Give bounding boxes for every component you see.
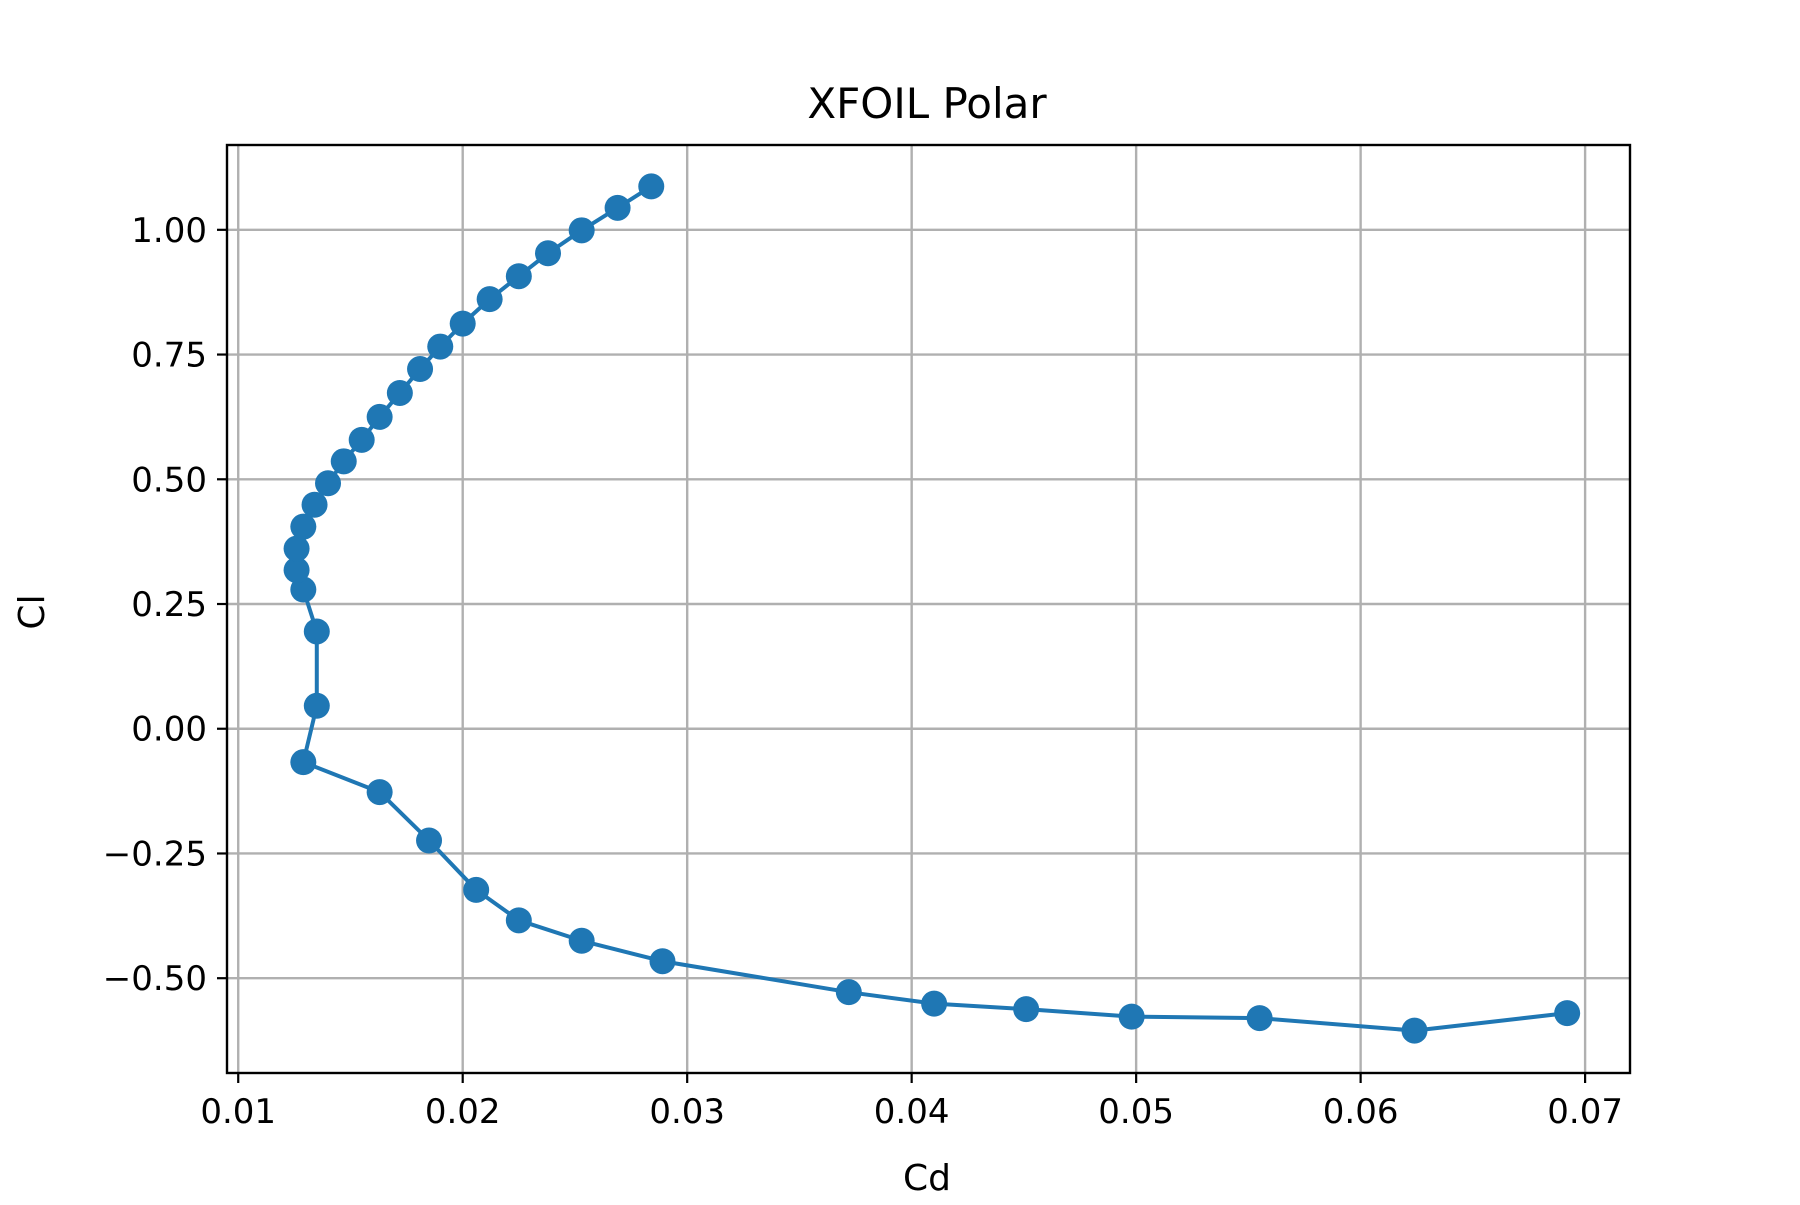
- chart-title: XFOIL Polar: [807, 79, 1047, 128]
- x-tick-label: 0.02: [425, 1092, 501, 1132]
- data-point: [505, 263, 532, 290]
- x-tick-label: 0.07: [1547, 1092, 1623, 1132]
- axes: 0.01 0.02 0.03 0.04 0.05 0.06 0.07 −0.50 −0.25 0.…: [103, 143, 1632, 1132]
- series-line: [294, 184, 1568, 1033]
- data-point: [1246, 1005, 1273, 1032]
- x-tick-label: 0.05: [1098, 1092, 1174, 1132]
- series-layer: [283, 173, 1581, 1044]
- x-tick-label: 0.01: [200, 1092, 276, 1132]
- data-point: [505, 907, 532, 934]
- data-point: [568, 927, 595, 954]
- data-point: [366, 403, 393, 430]
- data-point: [290, 513, 317, 540]
- x-tick-label: 0.06: [1323, 1092, 1399, 1132]
- data-point: [568, 217, 595, 244]
- y-tick-label: 0.75: [131, 336, 207, 376]
- data-point: [301, 491, 328, 518]
- y-tick-label: −0.25: [103, 834, 207, 874]
- data-point: [315, 470, 342, 497]
- data-point: [535, 240, 562, 267]
- data-point: [283, 557, 310, 584]
- data-point: [330, 448, 357, 475]
- data-point: [348, 426, 375, 453]
- data-point: [427, 333, 454, 360]
- y-tick-label: 0.25: [131, 585, 207, 625]
- data-point: [604, 194, 631, 221]
- data-point: [1118, 1003, 1145, 1030]
- y-tick-label: 0.50: [131, 460, 207, 500]
- data-point: [366, 779, 393, 806]
- y-tick-label: 0.00: [131, 710, 207, 750]
- data-point: [1401, 1017, 1428, 1044]
- data-point: [303, 618, 330, 645]
- data-point: [835, 979, 862, 1006]
- data-point: [476, 286, 503, 313]
- data-point: [921, 990, 948, 1017]
- plot-frame: [225, 143, 1632, 1075]
- y-axis-title: Cl: [12, 594, 53, 629]
- data-point: [1013, 996, 1040, 1023]
- data-point: [407, 356, 434, 383]
- data-point: [283, 535, 310, 562]
- data-point: [290, 749, 317, 776]
- x-axis-title: Cd: [903, 1158, 951, 1199]
- data-point: [463, 876, 490, 903]
- data-point: [386, 379, 413, 406]
- x-tick-label: 0.03: [649, 1092, 725, 1132]
- data-point: [449, 310, 476, 337]
- data-point: [1554, 1000, 1581, 1027]
- data-point: [649, 948, 676, 975]
- data-point: [416, 827, 443, 854]
- x-tick-label: 0.04: [874, 1092, 950, 1132]
- y-tick-label: −0.50: [103, 959, 207, 999]
- y-tick-label: 1.00: [131, 211, 207, 251]
- data-point: [638, 173, 665, 200]
- grid-lines: [227, 145, 1630, 1073]
- data-point: [303, 692, 330, 719]
